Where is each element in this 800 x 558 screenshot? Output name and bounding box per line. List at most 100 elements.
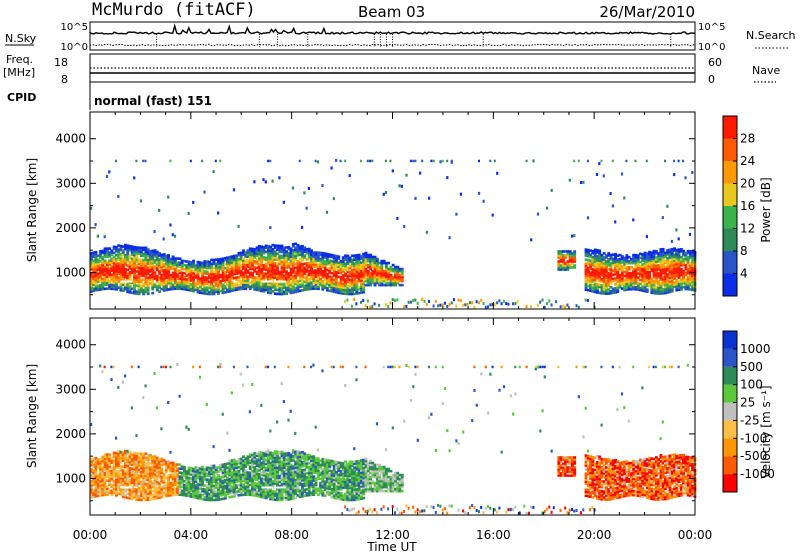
heatmap-cell [623,196,625,199]
heatmap-cell [530,305,532,308]
heatmap-cell [369,160,371,163]
heatmap-cell [437,304,439,307]
heatmap-cell [238,225,240,228]
heatmap-cell [367,300,369,303]
heatmap-cell [192,201,194,204]
heatmap-cell [571,235,573,238]
nsky-line [90,26,695,34]
heatmap-cell [201,160,203,163]
freq-label: Freq. [6,53,33,66]
heatmap-cell [117,195,119,198]
heatmap-cell [95,251,98,254]
heatmap-cell [301,226,303,229]
heatmap-cell [349,174,351,177]
heatmap-cell [219,160,221,163]
heatmap-cell [160,468,163,471]
heatmap-cell [385,303,387,306]
heatmap-cell [473,306,475,309]
y-tick-label: 3000 [55,176,86,190]
heatmap-cell [403,225,405,228]
heatmap-cell [163,366,165,369]
heatmap-cell [124,374,126,377]
freq-lines [90,68,695,73]
heatmap-cell [135,434,137,437]
heatmap-gap [274,280,286,282]
heatmap-cell [566,304,568,307]
heatmap-cell [247,366,249,369]
heatmap-cell [675,228,677,231]
heatmap-cell [478,192,480,195]
heatmap-cell [460,193,462,196]
heatmap-cell [462,304,464,307]
nsearch-tick-bottom: 10^0 [698,42,725,53]
heatmap-cell [412,299,414,302]
nsky-tick-top: 10^5 [61,22,88,33]
heatmap-cell [106,175,108,178]
heatmap-cell [442,160,444,163]
freq-tick-top: 18 [54,56,68,69]
heatmap-cell [673,160,675,163]
heatmap-cell [138,366,140,369]
heatmap-cell [562,305,564,308]
heatmap-cell [598,250,601,253]
heatmap-cell [449,303,451,306]
heatmap-cell [206,403,208,406]
heatmap-cell [494,160,496,163]
freq-strip: Freq. [MHz] 18 8 60 0 Nave [3,53,780,86]
heatmap-cell [131,366,133,369]
heatmap-cell [167,401,169,404]
heatmap-cell [183,466,186,469]
heatmap-cell [412,160,414,163]
heatmap-cell [163,473,166,476]
nsearch-tick-top: 10^5 [698,22,725,33]
heatmap-cell [496,301,498,304]
y-tick-label: 1000 [55,265,86,279]
heatmap-cell [145,160,147,163]
heatmap-cell [169,366,171,369]
heatmap-cell [666,205,668,208]
heatmap-cell [190,160,192,163]
heatmap-cell [530,238,532,241]
heatmap-cell [526,160,528,163]
heatmap-cell [610,192,612,195]
heatmap-cell [387,262,390,265]
heatmap-cell [308,187,310,190]
heatmap-cell [430,160,432,163]
heatmap-cell [251,383,253,386]
heatmap-cell [573,250,576,253]
heatmap-cell [646,160,648,163]
heatmap-cell [578,160,580,163]
heatmap-cell [396,298,398,301]
heatmap-cell [203,191,205,194]
heatmap-cell [360,160,362,163]
heatmap-cell [283,201,285,204]
heatmap-cell [269,226,271,229]
heatmap-cell [253,180,255,183]
heatmap-cell [489,160,491,163]
heatmap-cell [424,300,426,303]
heatmap-cell [201,466,204,469]
heatmap-cell [126,450,128,453]
heatmap-cell [213,170,215,173]
heatmap-cell [303,254,306,257]
heatmap-cell [560,305,562,308]
heatmap-cell [392,169,394,172]
heatmap-cell [278,176,280,179]
heatmap-cell [485,306,487,309]
heatmap-cell [188,212,190,215]
heatmap-cell [494,303,496,306]
velocity-heatmap [90,363,696,515]
heatmap-cell [233,366,235,369]
beam-title: Beam 03 [358,3,425,21]
heatmap-cell [691,171,693,174]
heatmap-cell [439,304,441,307]
heatmap-cell [678,160,680,163]
heatmap-cell [512,302,514,305]
heatmap-cell [435,300,437,303]
heatmap-cell [401,284,404,287]
heatmap-cell [390,302,392,305]
heatmap-cell [587,216,589,219]
date-title: 26/Mar/2010 [599,3,695,21]
heatmap-cell [344,300,346,303]
